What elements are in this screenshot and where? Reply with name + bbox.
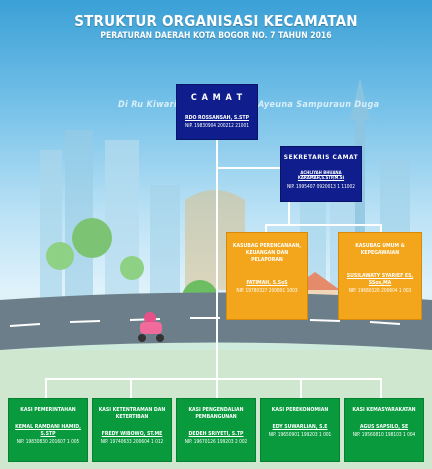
- page-title: STRUKTUR ORGANISASI KECAMATAN: [74, 12, 358, 30]
- sekretaris-title: SEKRETARIS CAMAT: [283, 153, 359, 161]
- kasi-name: AGUS SAPSILO, SE: [359, 424, 409, 430]
- kasi-nip: NIP. 19650901 199203 1 001: [268, 433, 332, 438]
- subbag-box: KASUBAG UMUM & KEPEGAWAIAN SUSILAWATY SY…: [338, 232, 422, 320]
- sekretaris-box: SEKRETARIS CAMAT ACHLIYAH BHUANA KARAMAH…: [280, 146, 362, 202]
- connector-line: [45, 378, 382, 380]
- kasi-nip: NIP. 19740633 200604 1 012: [100, 440, 164, 445]
- subbag-title: KASUBAG PERENCANAAN, KEUANGAN DAN PELAPO…: [232, 243, 302, 263]
- subbag-title: KASUBAG UMUM & KEPEGAWAIAN: [355, 243, 405, 256]
- connector-line: [288, 202, 290, 224]
- kasi-nip: NIP. 19670126 199203 2 002: [184, 440, 248, 445]
- background-caption-right: Ayeuna Sampuraun Duga: [258, 100, 380, 110]
- sekretaris-nip: NIP. 1995407 0920013 1 11002: [286, 185, 356, 190]
- kasi-name: KEMAL RAMDANI HAMID, S.STP: [15, 424, 81, 437]
- sekretaris-name: ACHLIYAH BHUANA KARAMAH,S.STP,M.SI: [297, 171, 345, 181]
- subbag-name: SUSILAWATY SYARIEF ES, SSos,MA: [346, 273, 414, 286]
- subbag-nip: NIP. 19680326 200604 1 003: [348, 289, 412, 294]
- camat-title: C A M A T: [190, 93, 244, 103]
- connector-line: [265, 224, 382, 226]
- kasi-box: KASI PENGENDALIAN PEMBANGUNAN DEDEH SRIY…: [176, 398, 256, 462]
- background-caption-left: Di Ru Kiwari: [118, 100, 177, 110]
- kasi-name: FREDY WIBOWO, ST.ME: [101, 431, 163, 437]
- connector-line: [265, 224, 267, 232]
- connector-line: [130, 378, 132, 398]
- kasi-title: KASI KETENTRAMAN DAN KETERTIBAN: [98, 407, 166, 420]
- kasi-name: EDY SUWARLIAN, S.E: [272, 424, 328, 430]
- camat-name: RDO ROSSANSAH, S.STP: [184, 115, 249, 121]
- camat-box: C A M A T RDO ROSSANSAH, S.STP NIP. 1983…: [176, 84, 258, 140]
- connector-line: [216, 140, 218, 378]
- connector-line: [216, 378, 218, 398]
- connector-line: [45, 378, 47, 398]
- kasi-title: KASI PEMERINTAHAN: [20, 407, 76, 413]
- connector-line: [216, 167, 280, 169]
- kasi-title: KASI PEREKONOMIAN: [271, 407, 329, 413]
- kasi-box: KASI PEMERINTAHAN KEMAL RAMDANI HAMID, S…: [8, 398, 88, 462]
- connector-line: [300, 378, 302, 398]
- subbag-nip: NIP. 19780327 200801 1003: [236, 289, 298, 294]
- kasi-nip: NIP. 19830830 201607 1 005: [16, 440, 80, 445]
- kasi-box: KASI KETENTRAMAN DAN KETERTIBAN FREDY WI…: [92, 398, 172, 462]
- page-subtitle: PERATURAN DAERAH KOTA BOGOR NO. 7 TAHUN …: [100, 31, 332, 41]
- kasi-title: KASI KEMASYARAKATAN: [352, 407, 416, 413]
- kasi-title: KASI PENGENDALIAN PEMBANGUNAN: [188, 407, 244, 420]
- subbag-box: KASUBAG PERENCANAAN, KEUANGAN DAN PELAPO…: [226, 232, 308, 320]
- kasi-box: KASI KEMASYARAKATAN AGUS SAPSILO, SE NIP…: [344, 398, 424, 462]
- camat-nip: NIP. 19830904 200212 21001: [185, 124, 249, 129]
- subbag-name: FATIMAH, S.SoS: [246, 280, 288, 286]
- connector-line: [380, 378, 382, 398]
- kasi-box: KASI PEREKONOMIAN EDY SUWARLIAN, S.E NIP…: [260, 398, 340, 462]
- kasi-nip: NIP. 19560810 198103 1 004: [352, 433, 416, 438]
- connector-line: [380, 224, 382, 232]
- kasi-name: DEDEH SRIYETI, S.TP: [188, 431, 244, 437]
